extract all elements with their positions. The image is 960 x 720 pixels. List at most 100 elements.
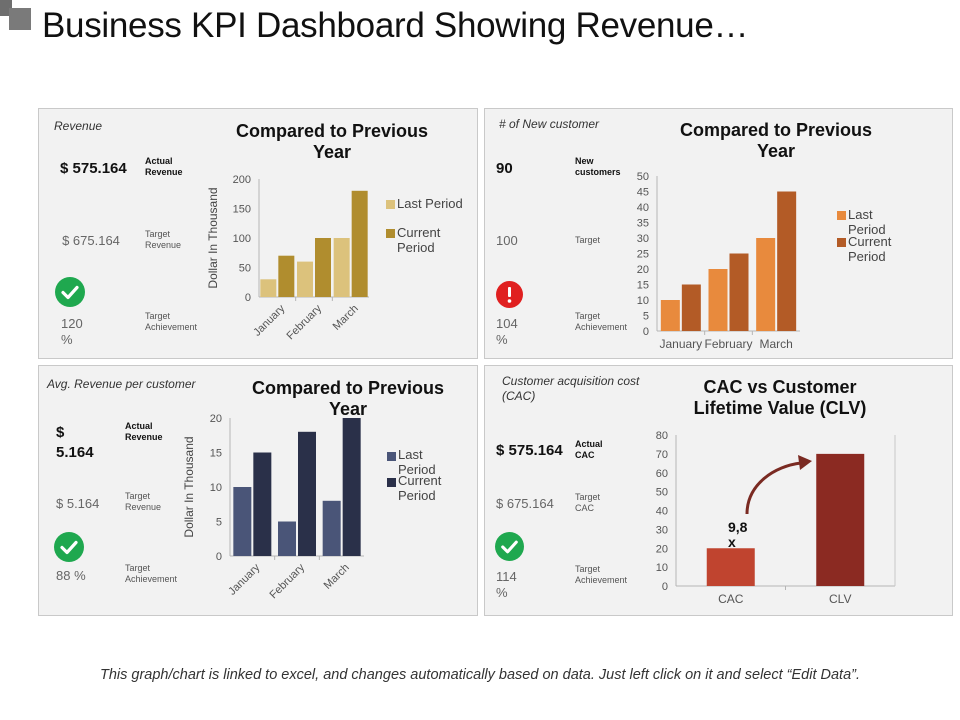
check-circle-icon	[55, 277, 85, 307]
bar-last-period-march	[756, 238, 776, 331]
target-revenue-value: $ 5.164	[56, 496, 100, 511]
bar-current-period-march	[351, 190, 368, 297]
y-tick-label: 30	[637, 233, 649, 245]
y-tick-label: 40	[637, 202, 649, 214]
bar-last-period-february	[278, 521, 296, 556]
cac-panel: Customer acquisition cost (CAC) CAC vs C…	[484, 365, 953, 616]
legend-label-current-period: Current Period	[397, 225, 441, 255]
new-customers-label: New customers	[575, 156, 621, 177]
y-tick-label: 60	[656, 468, 668, 480]
y-tick-label: 10	[656, 562, 668, 574]
chart-title: CAC vs Customer Lifetime Value (CLV)	[693, 377, 867, 418]
x-tick-label: March	[759, 337, 792, 351]
bar-current-period-february	[298, 431, 316, 556]
y-tick-label: 50	[239, 263, 251, 275]
target-achievement-label: Target Achievement	[575, 564, 628, 585]
y-tick-label: 50	[637, 171, 649, 183]
y-tick-label: 20	[210, 413, 222, 425]
curved-arrow-icon	[745, 455, 812, 515]
legend-swatch-current-period	[837, 238, 846, 247]
footer-note: This graph/chart is linked to excel, and…	[99, 667, 861, 683]
y-tick-label: 45	[637, 187, 649, 199]
legend-swatch-last-period	[386, 200, 395, 209]
target-achievement-label: Target Achievement	[575, 311, 628, 332]
y-axis-label: Dollar In Thousand	[182, 436, 196, 537]
bar-last-period-january	[233, 487, 252, 556]
legend-label-current-period: Current Period	[398, 473, 442, 503]
y-tick-label: 35	[637, 218, 649, 230]
y-tick-label: 0	[245, 292, 251, 304]
target-revenue-label: Target Revenue	[125, 491, 162, 512]
bar-current-period-march	[777, 191, 797, 331]
y-tick-label: 10	[210, 482, 222, 494]
actual-revenue-label: Actual Revenue	[125, 421, 163, 442]
ratio-annotation: 9,8 x	[728, 519, 748, 550]
y-tick-label: 150	[233, 204, 251, 216]
actual-cac-label: Actual CAC	[575, 439, 603, 460]
bar-last-period-february	[708, 269, 728, 331]
chart-title: Compared to Previous Year	[679, 120, 873, 161]
new-customers-value: 90	[496, 160, 513, 177]
x-tick-label: CAC	[718, 592, 744, 606]
x-tick-label: February	[704, 337, 752, 351]
chart-title: Compared to Previous Year	[251, 378, 445, 419]
target-cac-label: Target CAC	[575, 492, 601, 513]
actual-revenue-value: $ 575.164	[60, 160, 127, 177]
revenue-panel: Revenue Compared to Previous Year $ 575.…	[38, 108, 478, 359]
avg-revenue-panel: Avg. Revenue per customer Compared to Pr…	[38, 365, 478, 616]
legend-swatch-last-period	[387, 452, 396, 461]
target-achievement-label: Target Achievement	[125, 563, 178, 584]
target-revenue-value: $ 675.164	[62, 233, 120, 248]
x-tick-label: March	[331, 303, 361, 333]
new-customer-bar-chart: 0 5 10 15 20 25 30 35 40 45 50 January February March	[637, 171, 800, 351]
y-tick-label: 25	[637, 249, 649, 261]
corner-decoration-square	[9, 8, 31, 30]
x-tick-label: January	[226, 561, 263, 598]
target-label: Target	[575, 235, 601, 245]
y-tick-label: 15	[210, 448, 222, 460]
target-achievement-value: 88 %	[56, 568, 86, 583]
panel-label: Customer acquisition cost (CAC)	[502, 374, 640, 403]
x-tick-label: CLV	[829, 592, 851, 606]
cac-clv-bar-chart: 0 10 20 30 40 50 60 70 80 CAC CLV	[656, 430, 896, 606]
check-circle-icon	[495, 532, 524, 561]
panel-label: Avg. Revenue per customer	[47, 377, 196, 391]
y-tick-label: 20	[656, 543, 668, 555]
legend-label-last-period: Last Period	[848, 207, 886, 237]
y-tick-label: 5	[643, 311, 649, 323]
y-tick-label: 30	[656, 524, 668, 536]
y-tick-label: 10	[637, 295, 649, 307]
bar-current-period-february	[315, 238, 331, 297]
check-circle-icon	[54, 532, 84, 562]
y-axis-label: Dollar In Thousand	[206, 187, 220, 288]
x-tick-label: January	[251, 302, 288, 339]
bar-last-period-march	[333, 238, 350, 297]
y-tick-label: 80	[656, 430, 668, 442]
actual-cac-value: $ 575.164	[496, 442, 563, 459]
legend-swatch-current-period	[387, 478, 396, 487]
y-tick-label: 0	[643, 326, 649, 338]
bar-current-period-january	[278, 255, 295, 297]
bar-current-period-january	[253, 452, 272, 556]
y-tick-label: 50	[656, 487, 668, 499]
bar-current-period-february	[729, 253, 749, 331]
bar-current-period-march	[342, 418, 361, 556]
bar-last-period-january	[660, 300, 680, 331]
y-tick-label: 20	[637, 264, 649, 276]
page-title: Business KPI Dashboard Showing Revenue…	[42, 6, 749, 45]
x-tick-label: February	[268, 561, 308, 601]
x-tick-label: March	[322, 562, 352, 592]
target-achievement-label: Target Achievement	[145, 311, 198, 332]
legend-label-last-period: Last Period	[398, 447, 436, 477]
actual-revenue-value: $ 5.164	[56, 424, 94, 461]
panel-label: # of New customer	[499, 117, 600, 131]
bar-clv	[816, 453, 865, 586]
y-tick-label: 40	[656, 506, 668, 518]
new-customer-panel: # of New customer Compared to Previous Y…	[484, 108, 953, 359]
bar-last-period-february	[297, 261, 313, 297]
x-tick-label: January	[659, 337, 702, 351]
target-value: 100	[496, 233, 518, 248]
target-achievement-value: 114 %	[496, 569, 517, 600]
target-achievement-value: 104 %	[496, 316, 518, 347]
legend-swatch-current-period	[386, 229, 395, 238]
